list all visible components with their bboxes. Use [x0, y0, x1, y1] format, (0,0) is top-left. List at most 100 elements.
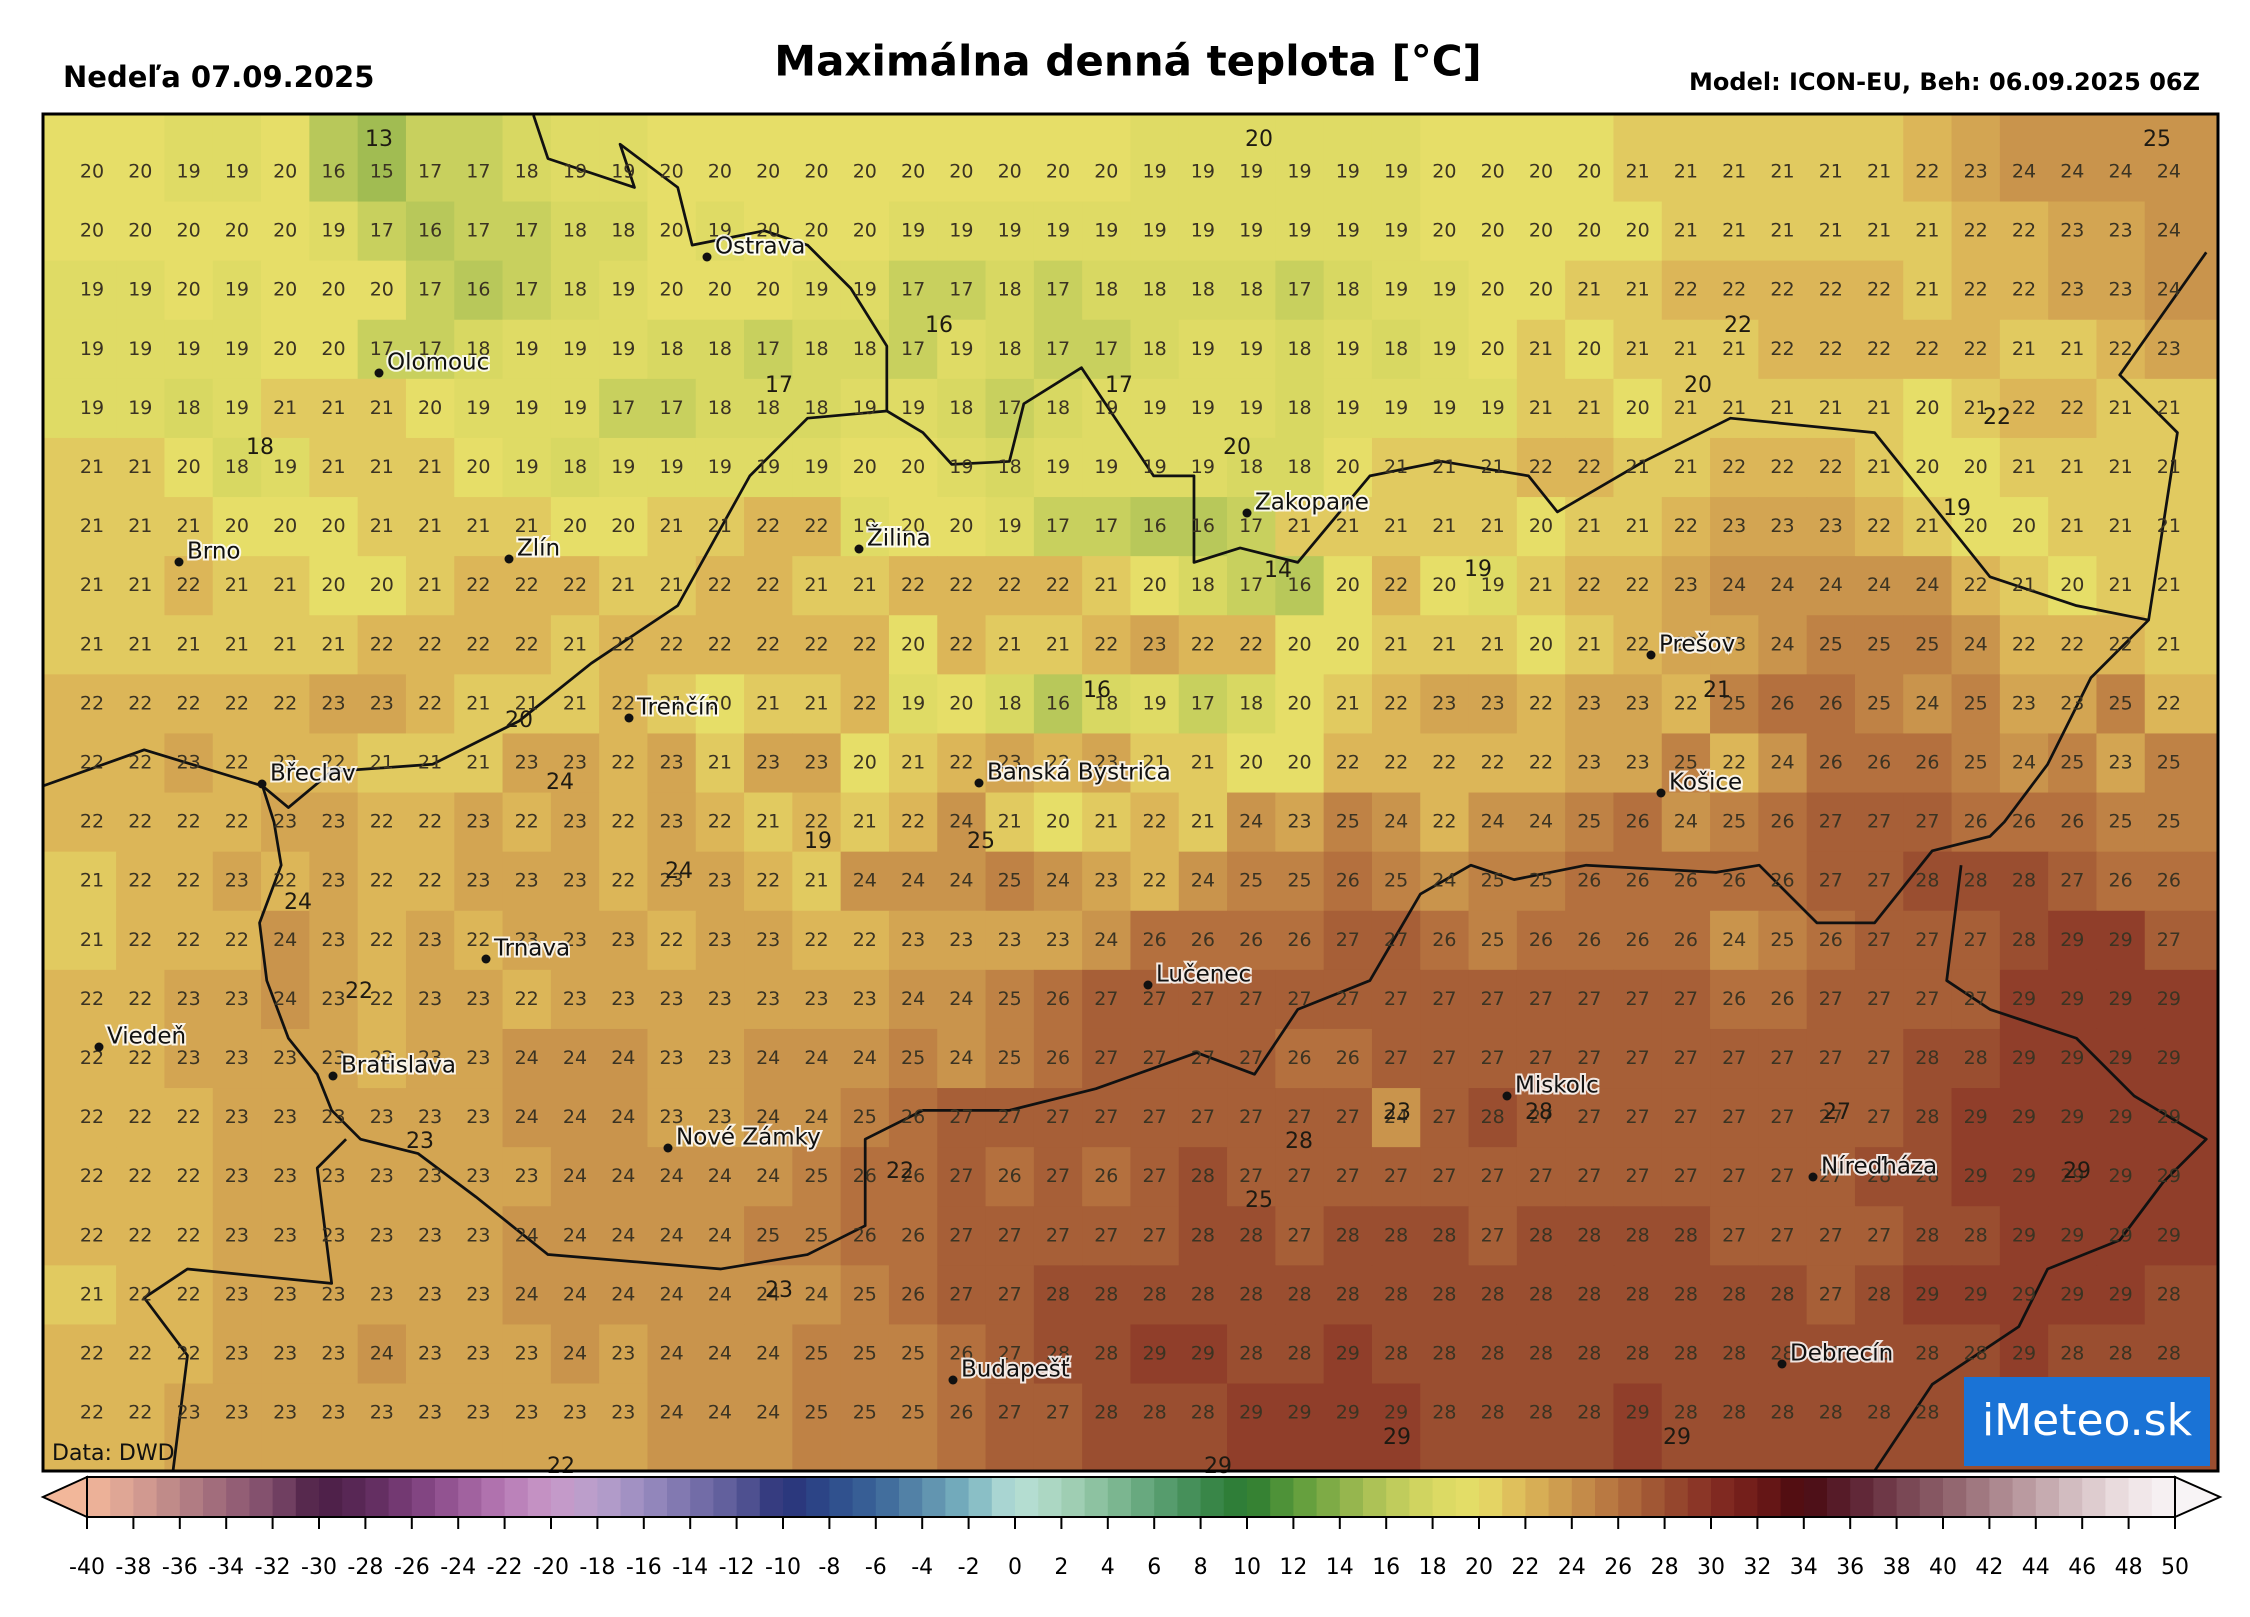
grid-value: 22: [1770, 456, 1794, 478]
field-cell: [937, 792, 987, 853]
map-frame: [41, 112, 2220, 1473]
field-cell: [116, 615, 166, 675]
field-cell: [2048, 1147, 2098, 1207]
grid-value: 28: [1094, 1402, 1118, 1424]
grid-value: 25: [853, 1283, 877, 1305]
field-cell: [1275, 497, 1325, 557]
grid-value: 19: [901, 220, 925, 242]
grid-value: 27: [1336, 929, 1360, 951]
colorbar-tick-label: -16: [626, 1555, 662, 1580]
field-cell: [1227, 792, 1276, 853]
field-cell: [695, 114, 745, 203]
grid-value: 22: [273, 692, 297, 714]
grid-value: 28: [1626, 1343, 1650, 1365]
grid-value: 20: [853, 752, 877, 774]
colorbar-segment: [620, 1477, 645, 1517]
grid-value: 26: [1143, 929, 1167, 951]
field-cell: [1951, 114, 2001, 203]
field-cell: [1371, 674, 1421, 735]
field-cell: [1082, 1206, 1132, 1266]
grid-value: 27: [1626, 1106, 1650, 1128]
grid-value: 28: [1094, 1283, 1118, 1305]
field-cell: [1710, 378, 1759, 439]
grid-value: 20: [901, 161, 925, 183]
colorbar-tick-label: -12: [719, 1555, 755, 1580]
grid-value: 20: [1626, 397, 1650, 419]
grid-value: 23: [2109, 220, 2133, 242]
grid-value: 21: [80, 1283, 104, 1305]
grid-value: 23: [466, 1402, 490, 1424]
extremum-label: 22: [1983, 405, 2011, 430]
field-cell: [212, 1324, 262, 1385]
field-cell: [1227, 1206, 1276, 1266]
field-cell: [357, 319, 407, 380]
grid-value: 28: [1722, 1402, 1746, 1424]
field-cell: [1565, 497, 1615, 557]
grid-value: 21: [418, 574, 442, 596]
city-dot: [1808, 1172, 1818, 1182]
field-cell: [744, 1088, 793, 1148]
grid-value: 28: [2012, 870, 2036, 892]
grid-value: 23: [370, 1224, 394, 1246]
colorbar-tick-label: 6: [1147, 1555, 1161, 1580]
field-cell: [1565, 969, 1615, 1030]
grid-value: 17: [1239, 515, 1263, 537]
grid-value: 26: [1722, 988, 1746, 1010]
field-cell: [985, 851, 1035, 912]
grid-value: 29: [2060, 1047, 2084, 1069]
grid-value: 22: [177, 1283, 201, 1305]
grid-value: 28: [1384, 1224, 1408, 1246]
grid-value: 19: [321, 220, 345, 242]
grid-value: 20: [660, 161, 684, 183]
field-cell: [212, 556, 262, 616]
grid-value: 21: [1674, 161, 1698, 183]
field-cell: [888, 1324, 938, 1385]
field-cell: [1468, 1147, 1518, 1207]
grid-value: 20: [466, 456, 490, 478]
field-cell: [744, 437, 793, 498]
field-cell: [647, 615, 697, 675]
field-cell: [1613, 556, 1663, 616]
field-cell: [985, 1147, 1035, 1207]
field-cell: [261, 201, 310, 262]
field-cell: [1613, 674, 1663, 735]
field-cell: [1033, 1147, 1083, 1207]
grid-value: 23: [563, 870, 587, 892]
grid-value: 24: [1432, 870, 1456, 892]
grid-value: 21: [515, 515, 539, 537]
field-cell: [985, 1206, 1035, 1266]
field-cell: [647, 1383, 697, 1471]
grid-value: 28: [1674, 1283, 1698, 1305]
field-cell: [1903, 615, 1953, 675]
field-cell: [744, 1324, 793, 1385]
grid-value: 23: [756, 988, 780, 1010]
field-cell: [2096, 851, 2146, 912]
grid-value: 28: [1384, 1283, 1408, 1305]
colorbar-frame: [86, 1476, 2176, 1518]
field-cell: [695, 201, 745, 262]
field-cell: [405, 556, 455, 616]
grid-value: 27: [1626, 988, 1650, 1010]
field-cell: [357, 969, 407, 1030]
grid-value: 28: [1674, 1224, 1698, 1246]
grid-value: 23: [515, 752, 539, 774]
field-cell: [1854, 319, 1904, 380]
grid-value: 21: [1191, 752, 1215, 774]
grid-value: 19: [1094, 456, 1118, 478]
grid-value: 27: [998, 1343, 1022, 1365]
grid-value: 22: [756, 870, 780, 892]
field-cell: [1323, 910, 1373, 971]
grid-value: 19: [853, 279, 877, 301]
field-cell: [116, 969, 166, 1030]
colorbar-tick-label: -34: [208, 1555, 244, 1580]
grid-value: 23: [2012, 692, 2036, 714]
grid-value: 29: [2060, 1283, 2084, 1305]
grid-value: 22: [1384, 692, 1408, 714]
grid-value: 21: [1432, 633, 1456, 655]
colorbar-segment: [2035, 1477, 2060, 1517]
field-cell: [985, 437, 1035, 498]
field-cell: [1516, 733, 1566, 794]
grid-value: 27: [1577, 1165, 1601, 1187]
grid-value: 22: [1626, 633, 1650, 655]
field-cell: [1420, 674, 1470, 735]
